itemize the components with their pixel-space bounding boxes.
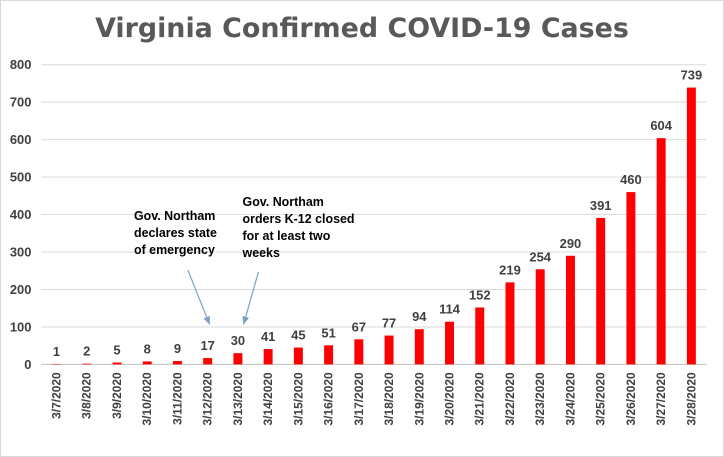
- data-label: 114: [439, 302, 461, 317]
- x-tick-label: 3/21/2020: [473, 372, 487, 425]
- bar: [445, 321, 455, 365]
- bar: [475, 307, 485, 365]
- x-tick-label: 3/13/2020: [231, 372, 245, 425]
- annotation: Gov. Northam orders K-12 closed for at lea…: [242, 195, 355, 325]
- bar: [505, 282, 515, 365]
- x-tick-label: 3/26/2020: [624, 372, 638, 425]
- annotation-text: Gov. Northam orders K-12 closed for at lea…: [242, 195, 355, 260]
- data-label: 77: [382, 316, 396, 331]
- bar: [112, 362, 122, 365]
- data-label: 45: [291, 328, 305, 343]
- annotation-text: Gov. Northam declares state of emergency: [134, 209, 217, 257]
- data-label: 290: [560, 236, 582, 251]
- annotation-line: declares state: [134, 226, 217, 240]
- x-axis-ticks: 3/7/2020 3/8/2020 3/9/2020 3/10/2020 3/11/20…: [50, 372, 699, 425]
- annotation-line: weeks: [242, 246, 280, 260]
- data-label: 739: [681, 68, 703, 83]
- arrowhead: [242, 315, 250, 325]
- data-label: 604: [650, 118, 672, 133]
- x-tick-label: 3/14/2020: [261, 372, 275, 425]
- y-tick-label: 100: [10, 319, 32, 334]
- x-tick-label: 3/16/2020: [322, 372, 336, 425]
- data-label: 51: [321, 325, 335, 340]
- bar: [686, 87, 696, 365]
- data-labels: 1 2 5 8 9 17 30 41 45 51 67 77 94 114 152 219 254 290 391 4…: [53, 68, 702, 359]
- data-label: 2: [83, 344, 90, 359]
- bar: [565, 255, 575, 365]
- chart-title: Virginia Confirmed COVID-19 Cases: [95, 13, 629, 44]
- data-label: 41: [261, 329, 275, 344]
- annotation-arrow: [187, 269, 211, 325]
- bar: [82, 363, 92, 365]
- annotation: Gov. Northam declares state of emergency: [134, 209, 217, 325]
- data-label: 1: [53, 344, 60, 359]
- y-tick-label: 600: [10, 132, 32, 147]
- y-tick-label: 0: [24, 357, 31, 372]
- y-tick-label: 400: [10, 207, 32, 222]
- bar: [263, 349, 273, 365]
- data-label: 94: [412, 309, 427, 324]
- data-label: 152: [469, 287, 491, 302]
- bar: [656, 138, 666, 365]
- x-tick-label: 3/19/2020: [412, 372, 426, 425]
- x-tick-label: 3/27/2020: [654, 372, 668, 425]
- annotation-line: for at least two: [243, 229, 331, 243]
- y-axis-ticks: 0 100 200 300 400 500 600 700 800: [10, 57, 32, 372]
- data-label: 30: [231, 333, 245, 348]
- annotation-line: Gov. Northam: [134, 209, 215, 223]
- arrowhead: [203, 315, 210, 325]
- data-label: 391: [590, 198, 612, 213]
- bar: [324, 345, 334, 365]
- bar: [626, 192, 636, 365]
- bar: [414, 329, 424, 365]
- x-tick-label: 3/18/2020: [382, 372, 396, 425]
- x-tick-label: 3/11/2020: [170, 372, 184, 425]
- bars: [52, 87, 696, 365]
- y-tick-label: 500: [10, 170, 32, 185]
- data-label: 254: [529, 249, 551, 264]
- data-label: 67: [352, 319, 366, 334]
- annotation-arrow: [242, 271, 260, 325]
- bar: [233, 353, 243, 365]
- x-tick-label: 3/10/2020: [140, 372, 154, 425]
- annotation-line: orders K-12 closed: [243, 212, 355, 226]
- x-tick-label: 3/22/2020: [503, 372, 517, 425]
- bar: [172, 361, 182, 365]
- bar: [203, 358, 213, 365]
- x-tick-label: 3/9/2020: [110, 372, 124, 419]
- data-label: 8: [144, 341, 151, 356]
- bar: [535, 269, 545, 365]
- annotation-line: Gov. Northam: [243, 195, 324, 209]
- x-tick-label: 3/15/2020: [291, 372, 305, 425]
- data-label: 17: [200, 338, 214, 353]
- bar: [293, 347, 303, 365]
- x-tick-label: 3/25/2020: [594, 372, 608, 425]
- bar: [354, 339, 364, 365]
- bar: [596, 217, 606, 365]
- data-label: 219: [499, 262, 521, 277]
- bar: [142, 361, 152, 365]
- annotation-line: of emergency: [134, 243, 215, 257]
- x-tick-label: 3/28/2020: [684, 372, 698, 425]
- annotations: Gov. Northam declares state of emergencyGo…: [134, 195, 355, 325]
- y-tick-label: 700: [10, 95, 32, 110]
- data-label: 5: [113, 343, 120, 358]
- bar: [384, 335, 394, 365]
- x-tick-label: 3/24/2020: [563, 372, 577, 425]
- x-tick-label: 3/8/2020: [80, 372, 94, 419]
- x-tick-label: 3/17/2020: [352, 372, 366, 425]
- y-tick-label: 200: [10, 282, 32, 297]
- x-tick-label: 3/7/2020: [50, 372, 64, 419]
- gridlines: [41, 64, 707, 365]
- x-tick-label: 3/23/2020: [533, 372, 547, 425]
- data-label: 460: [620, 172, 642, 187]
- y-tick-label: 300: [10, 245, 32, 260]
- x-tick-label: 3/12/2020: [201, 372, 215, 425]
- data-label: 9: [174, 341, 181, 356]
- x-tick-label: 3/20/2020: [443, 372, 457, 425]
- y-tick-label: 800: [10, 57, 32, 72]
